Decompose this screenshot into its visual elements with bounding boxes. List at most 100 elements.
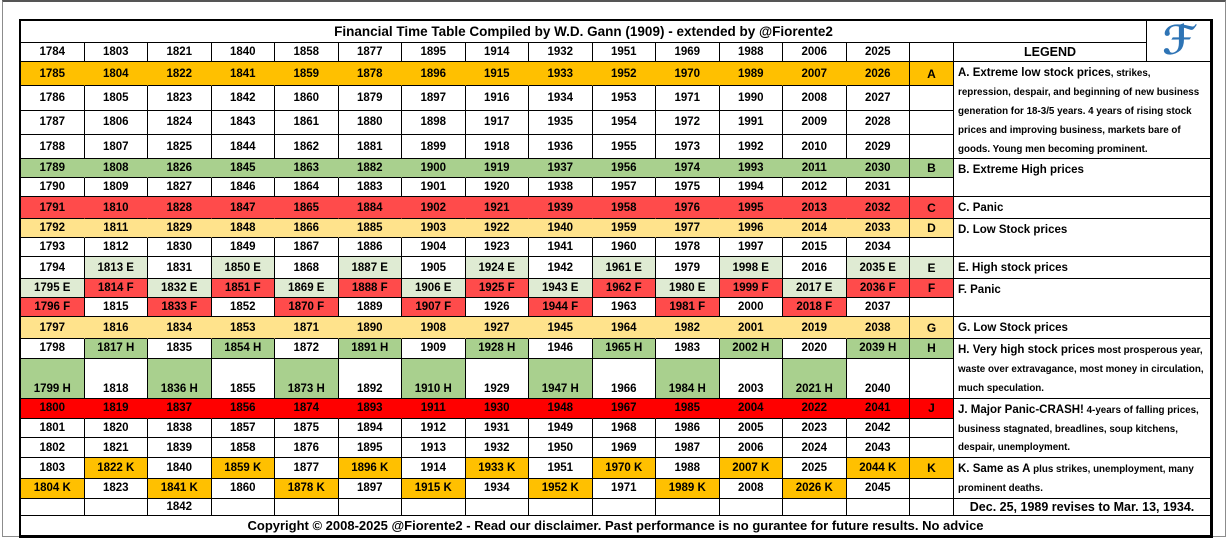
year-cell: 1991: [719, 110, 783, 136]
year-cell: 1901: [402, 178, 466, 198]
legend-item: G. Low Stock prices: [954, 317, 1212, 339]
year-cell: 2021 H: [783, 358, 847, 399]
year-cell: 1883: [338, 178, 402, 198]
year-cell: 1861: [275, 110, 339, 136]
year-cell: 1865: [275, 197, 339, 220]
year-cell: 1998 E: [719, 257, 783, 280]
legend-item-lead: E. High stock prices: [958, 262, 1068, 275]
year-cell: 1953: [592, 86, 656, 111]
year-cell: 1811: [84, 219, 148, 239]
legend-item: C. Panic: [954, 197, 1212, 220]
year-cell: 1934: [465, 478, 529, 499]
year-header-cell: 1895: [402, 42, 466, 62]
year-cell: 1949: [529, 418, 593, 439]
year-cell: 1899: [402, 135, 466, 160]
year-cell: 1803: [21, 458, 85, 479]
year-cell: 1851 F: [211, 279, 275, 299]
year-cell: 1976: [656, 197, 720, 220]
legend-item: F. Panic: [954, 279, 1212, 318]
year-cell: 2022: [783, 398, 847, 419]
year-cell: [592, 499, 656, 516]
year-cell: 1847: [211, 197, 275, 220]
year-cell: 2044 K: [846, 458, 910, 479]
year-cell: 1933: [529, 62, 593, 87]
year-cell: 1807: [84, 135, 148, 160]
year-cell: 1936: [529, 135, 593, 160]
year-cell: 1871: [275, 317, 339, 339]
year-cell: 1915 K: [402, 478, 466, 499]
year-cell: 1985: [656, 398, 720, 419]
year-cell: 1888 F: [338, 279, 402, 299]
legend-item-rest: most prosperous year, waste over extrava…: [958, 345, 1204, 394]
year-cell: 1815: [84, 298, 148, 318]
year-cell: 1872: [275, 339, 339, 359]
year-cell: 1934: [529, 86, 593, 111]
letter-cell: [910, 298, 954, 318]
year-cell: 1915: [465, 62, 529, 87]
year-cell: 1859: [275, 62, 339, 87]
year-cell: 1967: [592, 398, 656, 419]
year-cell: 1911: [402, 398, 466, 419]
year-cell: 1916: [465, 86, 529, 111]
letter-cell: J: [910, 398, 954, 419]
year-cell: 2020: [783, 339, 847, 359]
year-cell: 1912: [402, 418, 466, 439]
year-cell: 1826: [148, 159, 212, 179]
year-cell: 1840: [148, 458, 212, 479]
year-cell: [402, 499, 466, 516]
year-cell: 2024: [783, 438, 847, 459]
year-cell: 1880: [338, 110, 402, 136]
year-cell: 1973: [656, 135, 720, 160]
year-cell: 1964: [592, 317, 656, 339]
year-cell: 1984 H: [656, 358, 720, 399]
year-cell: 1926: [465, 298, 529, 318]
year-cell: 1970 K: [592, 458, 656, 479]
legend-item-lead: K. Same as A: [958, 463, 1031, 476]
year-cell: 1864: [275, 178, 339, 198]
year-cell: 1955: [592, 135, 656, 160]
year-cell: 1823: [84, 478, 148, 499]
year-cell: 1825: [148, 135, 212, 160]
year-cell: 1983: [656, 339, 720, 359]
letter-cell: [910, 135, 954, 160]
legend-item-lead: A. Extreme low stock prices: [958, 67, 1111, 79]
letter-cell: [910, 86, 954, 111]
year-cell: 1804: [84, 62, 148, 87]
year-cell: 2023: [783, 418, 847, 439]
year-cell: 2027: [846, 86, 910, 111]
year-cell: 1902: [402, 197, 466, 220]
year-cell: 1834: [148, 317, 212, 339]
year-cell: 1960: [592, 238, 656, 258]
year-cell: 1829: [148, 219, 212, 239]
year-cell: 1917: [465, 110, 529, 136]
year-cell: 1910 H: [402, 358, 466, 399]
year-cell: 1990: [719, 86, 783, 111]
year-cell: 1957: [592, 178, 656, 198]
letter-cell: H: [910, 339, 954, 359]
year-cell: 1989 K: [656, 478, 720, 499]
year-cell: 2033: [846, 219, 910, 239]
year-cell: 1903: [402, 219, 466, 239]
legend-item-lead: F. Panic: [958, 284, 1001, 297]
year-cell: 1805: [84, 86, 148, 111]
year-cell: 2009: [783, 110, 847, 136]
year-cell: 1989: [719, 62, 783, 87]
letter-cell: B: [910, 159, 954, 179]
year-cell: [529, 499, 593, 516]
year-cell: 2006: [719, 438, 783, 459]
year-cell: 1795 E: [21, 279, 85, 299]
year-cell: 1908: [402, 317, 466, 339]
year-cell: 2003: [719, 358, 783, 399]
year-cell: 1935: [529, 110, 593, 136]
year-cell: 1870 F: [275, 298, 339, 318]
year-cell: 2026: [846, 62, 910, 87]
year-cell: 1905: [402, 257, 466, 280]
year-cell: 1821: [84, 438, 148, 459]
year-cell: 1895: [338, 438, 402, 459]
year-cell: 1809: [84, 178, 148, 198]
year-cell: 2037: [846, 298, 910, 318]
year-cell: 1878: [338, 62, 402, 87]
year-cell: 1904: [402, 238, 466, 258]
year-cell: 1970: [656, 62, 720, 87]
year-cell: 1878 K: [275, 478, 339, 499]
